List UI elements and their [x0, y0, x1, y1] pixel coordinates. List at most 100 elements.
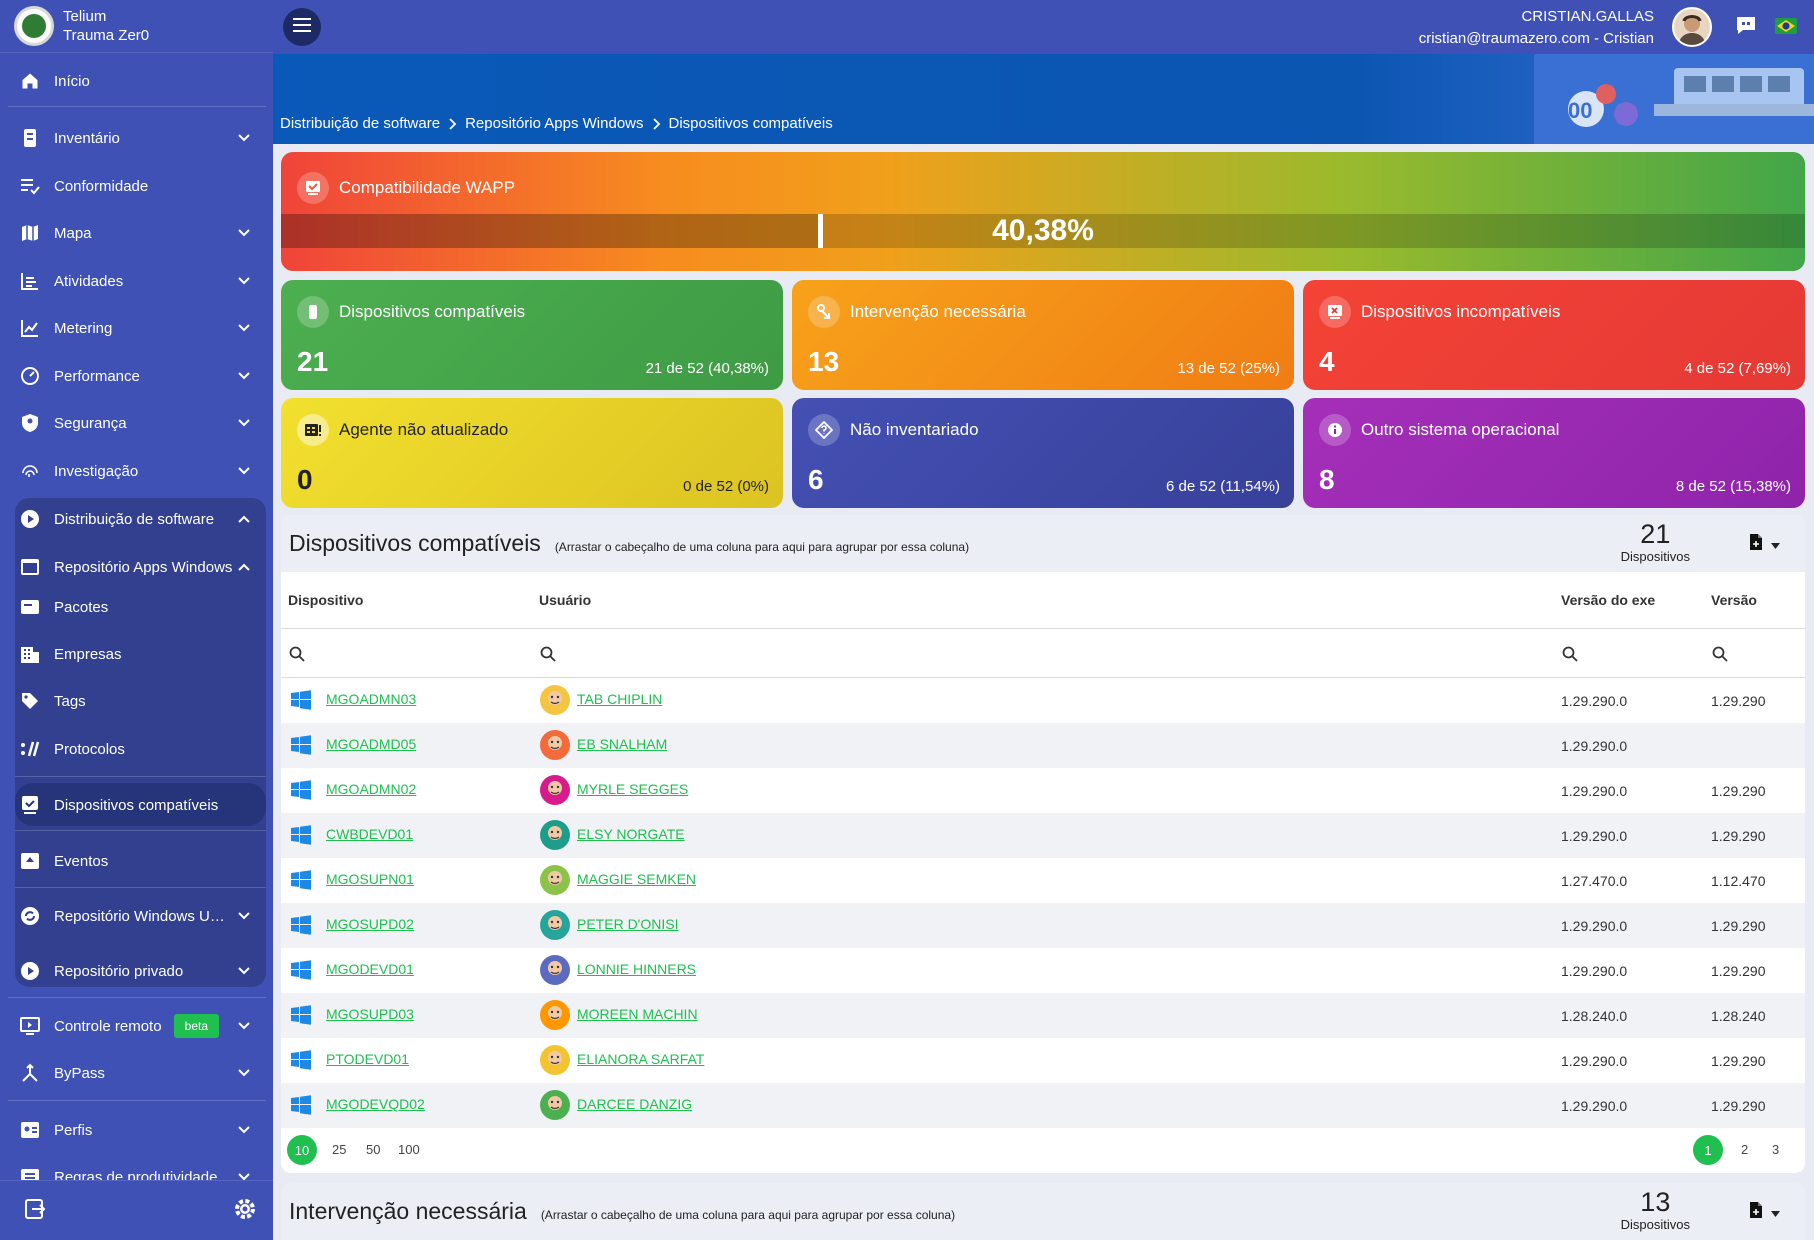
table-row[interactable]: MGOADMN03 TAB CHIPLIN 1.29.290.0 1.29.290: [281, 678, 1805, 723]
sidebar-item-investigacao[interactable]: Investigação: [18, 451, 265, 491]
table-row[interactable]: PTODEVD01 ELIANORA SARFAT 1.29.290.0 1.29.2…: [281, 1038, 1805, 1083]
avatar[interactable]: [1672, 7, 1712, 47]
page-size-25[interactable]: 25: [332, 1142, 347, 1157]
page-size-10[interactable]: 10: [287, 1135, 317, 1165]
sidebar-item-repo-apps[interactable]: Repositório Apps Windows: [18, 547, 265, 587]
col-header-versao-exe[interactable]: Versão do exe: [1561, 592, 1656, 608]
page-1[interactable]: 1: [1693, 1135, 1723, 1165]
table-row[interactable]: MGODEVD01 LONNIE HINNERS 1.29.290.0 1.29.29…: [281, 948, 1805, 993]
table-row[interactable]: MGOADMN02 MYRLE SEGGES 1.29.290.0 1.29.290: [281, 768, 1805, 813]
activity-icon: [18, 269, 42, 293]
table-row[interactable]: MGOSUPD03 MOREEN MACHIN 1.28.240.0 1.28.240: [281, 993, 1805, 1038]
sidebar-item-atividades[interactable]: Atividades: [18, 261, 265, 301]
sidebar-item-protocolos[interactable]: Protocolos: [18, 729, 265, 769]
card-intervencao-necessaria[interactable]: Intervenção necessária 13 13 de 52 (25%): [792, 280, 1294, 390]
page-2[interactable]: 2: [1741, 1142, 1749, 1157]
device-link[interactable]: MGODEVD01: [326, 961, 414, 977]
sidebar-item-metering[interactable]: Metering: [18, 308, 265, 348]
user-link[interactable]: EB SNALHAM: [577, 736, 668, 752]
sidebar-item-perfis[interactable]: Perfis: [18, 1110, 265, 1150]
export-button[interactable]: [1749, 1201, 1780, 1224]
device-link[interactable]: CWBDEVD01: [326, 826, 414, 842]
version: 1.29.290: [1711, 1053, 1766, 1069]
sidebar-item-tags[interactable]: Tags: [18, 681, 265, 721]
exe-version: 1.29.290.0: [1561, 918, 1628, 934]
page-size-50[interactable]: 50: [366, 1142, 381, 1157]
device-link[interactable]: MGOSUPD02: [326, 916, 414, 932]
user-link[interactable]: LONNIE HINNERS: [577, 961, 697, 977]
user-link[interactable]: MAGGIE SEMKEN: [577, 871, 697, 887]
export-button[interactable]: [1749, 533, 1780, 556]
sidebar-item-controle-remoto[interactable]: Controle remoto beta: [18, 1006, 265, 1046]
page-size-100[interactable]: 100: [398, 1142, 420, 1157]
sidebar-item-dispositivos-compativeis[interactable]: Dispositivos compatíveis: [18, 785, 265, 825]
table-row[interactable]: MGOADMD05 EB SNALHAM 1.29.290.0: [281, 723, 1805, 768]
sidebar-item-inicio[interactable]: Início: [18, 61, 265, 101]
sidebar-divider: [15, 830, 266, 831]
search-icon[interactable]: [540, 646, 556, 667]
col-header-versao[interactable]: Versão: [1711, 592, 1757, 608]
col-header-dispositivo[interactable]: Dispositivo: [288, 592, 364, 608]
chat-icon[interactable]: [1734, 14, 1758, 43]
device-link[interactable]: MGOSUPN01: [326, 871, 414, 887]
group-panel[interactable]: Dispositivos compatíveis (Arrastar o cabe…: [281, 515, 1805, 572]
table-row[interactable]: CWBDEVD01 ELSY NORGATE 1.29.290.0 1.29.290: [281, 813, 1805, 858]
user-avatar: [540, 1000, 570, 1030]
device-link[interactable]: MGODEVQD02: [326, 1096, 425, 1112]
device-link[interactable]: PTODEVD01: [326, 1051, 409, 1067]
gear-icon[interactable]: [233, 1197, 257, 1226]
user-link[interactable]: PETER D'ONISI: [577, 916, 679, 932]
sidebar-item-label: Segurança: [54, 414, 127, 432]
card-agente-nao-atualizado[interactable]: Agente não atualizado 0 0 de 52 (0%): [281, 398, 783, 508]
sidebar-item-repo-privado[interactable]: Repositório privado: [18, 951, 265, 991]
sidebar-item-seguranca[interactable]: Segurança: [18, 403, 265, 443]
search-icon[interactable]: [1562, 646, 1578, 667]
remote-desktop-icon: [18, 1014, 42, 1038]
user-link[interactable]: DARCEE DANZIG: [577, 1096, 693, 1112]
user-link[interactable]: MYRLE SEGGES: [577, 781, 689, 797]
sidebar-item-eventos[interactable]: Eventos: [18, 841, 265, 881]
sidebar-item-conformidade[interactable]: Conformidade: [18, 166, 265, 206]
chevron-down-icon: [233, 365, 255, 387]
logout-icon[interactable]: [24, 1198, 46, 1225]
table-row[interactable]: MGODEVQD02 DARCEE DANZIG 1.29.290.0 1.29.29…: [281, 1083, 1805, 1128]
device-link[interactable]: MGOADMN03: [326, 691, 417, 707]
sidebar-item-bypass[interactable]: ByPass: [18, 1053, 265, 1093]
user-link[interactable]: TAB CHIPLIN: [577, 691, 663, 707]
sidebar-item-repo-windows-update[interactable]: Repositório Windows Update: [18, 896, 265, 936]
group-panel[interactable]: Intervenção necessária (Arrastar o cabeça…: [281, 1183, 1805, 1240]
card-dispositivos-incompativeis[interactable]: Dispositivos incompatíveis 4 4 de 52 (7,…: [1303, 280, 1805, 390]
device-link[interactable]: MGOADMN02: [326, 781, 417, 797]
sidebar-item-empresas[interactable]: Empresas: [18, 634, 265, 674]
device-link[interactable]: MGOSUPD03: [326, 1006, 414, 1022]
user-link[interactable]: MOREEN MACHIN: [577, 1006, 698, 1022]
sidebar-item-inventario[interactable]: Inventário: [18, 118, 265, 158]
col-header-usuario[interactable]: Usuário: [539, 592, 592, 608]
table-row[interactable]: MGOSUPN01 MAGGIE SEMKEN 1.27.470.0 1.12.470: [281, 858, 1805, 903]
sidebar-item-performance[interactable]: Performance: [18, 356, 265, 396]
user-link[interactable]: ELIANORA SARFAT: [577, 1051, 705, 1067]
chevron-down-icon: [233, 1062, 255, 1084]
breadcrumb-item-repo-apps[interactable]: Repositório Apps Windows: [465, 115, 644, 132]
card-dispositivos-compativeis[interactable]: Dispositivos compatíveis 21 21 de 52 (40…: [281, 280, 783, 390]
breadcrumb: Distribuição de software Repositório App…: [280, 115, 833, 132]
sidebar-item-pacotes[interactable]: Pacotes: [18, 587, 265, 627]
chevron-down-icon: [233, 317, 255, 339]
breadcrumb-item-distribuicao[interactable]: Distribuição de software: [280, 115, 441, 132]
table-row[interactable]: MGOSUPD02 PETER D'ONISI 1.29.290.0 1.29.290: [281, 903, 1805, 948]
card-nao-inventariado[interactable]: Não inventariado 6 6 de 52 (11,54%): [792, 398, 1294, 508]
table-title: Intervenção necessária: [289, 1198, 527, 1224]
search-icon[interactable]: [1712, 646, 1728, 667]
card-outro-sistema[interactable]: Outro sistema operacional 8 8 de 52 (15,…: [1303, 398, 1805, 508]
line-chart-icon: [18, 316, 42, 340]
sidebar-item-mapa[interactable]: Mapa: [18, 213, 265, 253]
brazil-flag-icon[interactable]: [1774, 14, 1798, 43]
device-link[interactable]: MGOADMD05: [326, 736, 417, 752]
version: 1.29.290: [1711, 1098, 1766, 1114]
page-3[interactable]: 3: [1772, 1142, 1780, 1157]
brand[interactable]: Telium Trauma Zer0: [0, 0, 273, 53]
sidebar-item-distribuicao[interactable]: Distribuição de software: [18, 499, 265, 539]
menu-button[interactable]: [283, 8, 321, 46]
user-link[interactable]: ELSY NORGATE: [577, 826, 685, 842]
search-icon[interactable]: [289, 646, 305, 667]
